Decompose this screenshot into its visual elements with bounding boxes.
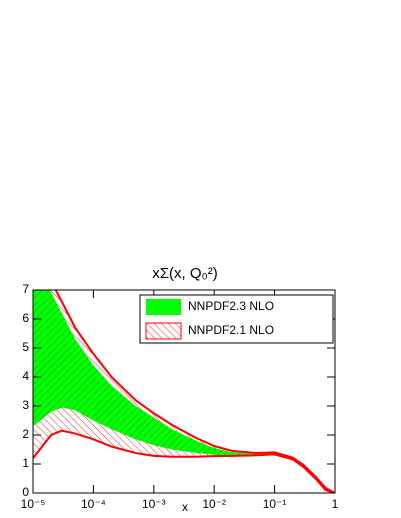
band-edge [54, 290, 335, 493]
y-tick-label: 1 [22, 456, 29, 470]
y-tick-label: 5 [22, 340, 29, 354]
plot-area [33, 290, 335, 493]
y-tick-label: 3 [22, 398, 29, 412]
y-tick-label: 4 [22, 369, 29, 383]
x-tick-label: 10⁻⁴ [81, 497, 106, 511]
band-area [33, 290, 335, 493]
frame [32, 289, 336, 494]
x-axis-label: x [182, 500, 188, 514]
y-tick-label: 7 [22, 282, 29, 296]
legend-label: NNPDF2.1 NLO [188, 323, 274, 337]
y-tick-label: 0 [22, 485, 29, 499]
x-tick-label: 1 [332, 497, 339, 511]
legend-swatch [146, 299, 181, 315]
legend-label: NNPDF2.3 NLO [188, 299, 274, 313]
x-tick-label: 10⁻⁵ [21, 497, 46, 511]
chart-title: xΣ(x, Q₀²) [152, 265, 218, 282]
x-tick-label: 10⁻¹ [263, 497, 287, 511]
band-edge [33, 429, 335, 493]
band-area [33, 290, 335, 493]
y-tick-label: 6 [22, 311, 29, 325]
legend-swatch [145, 322, 182, 340]
x-tick-label: 10⁻³ [142, 497, 166, 511]
x-tick-label: 10⁻² [202, 497, 226, 511]
y-tick-label: 2 [22, 427, 29, 441]
